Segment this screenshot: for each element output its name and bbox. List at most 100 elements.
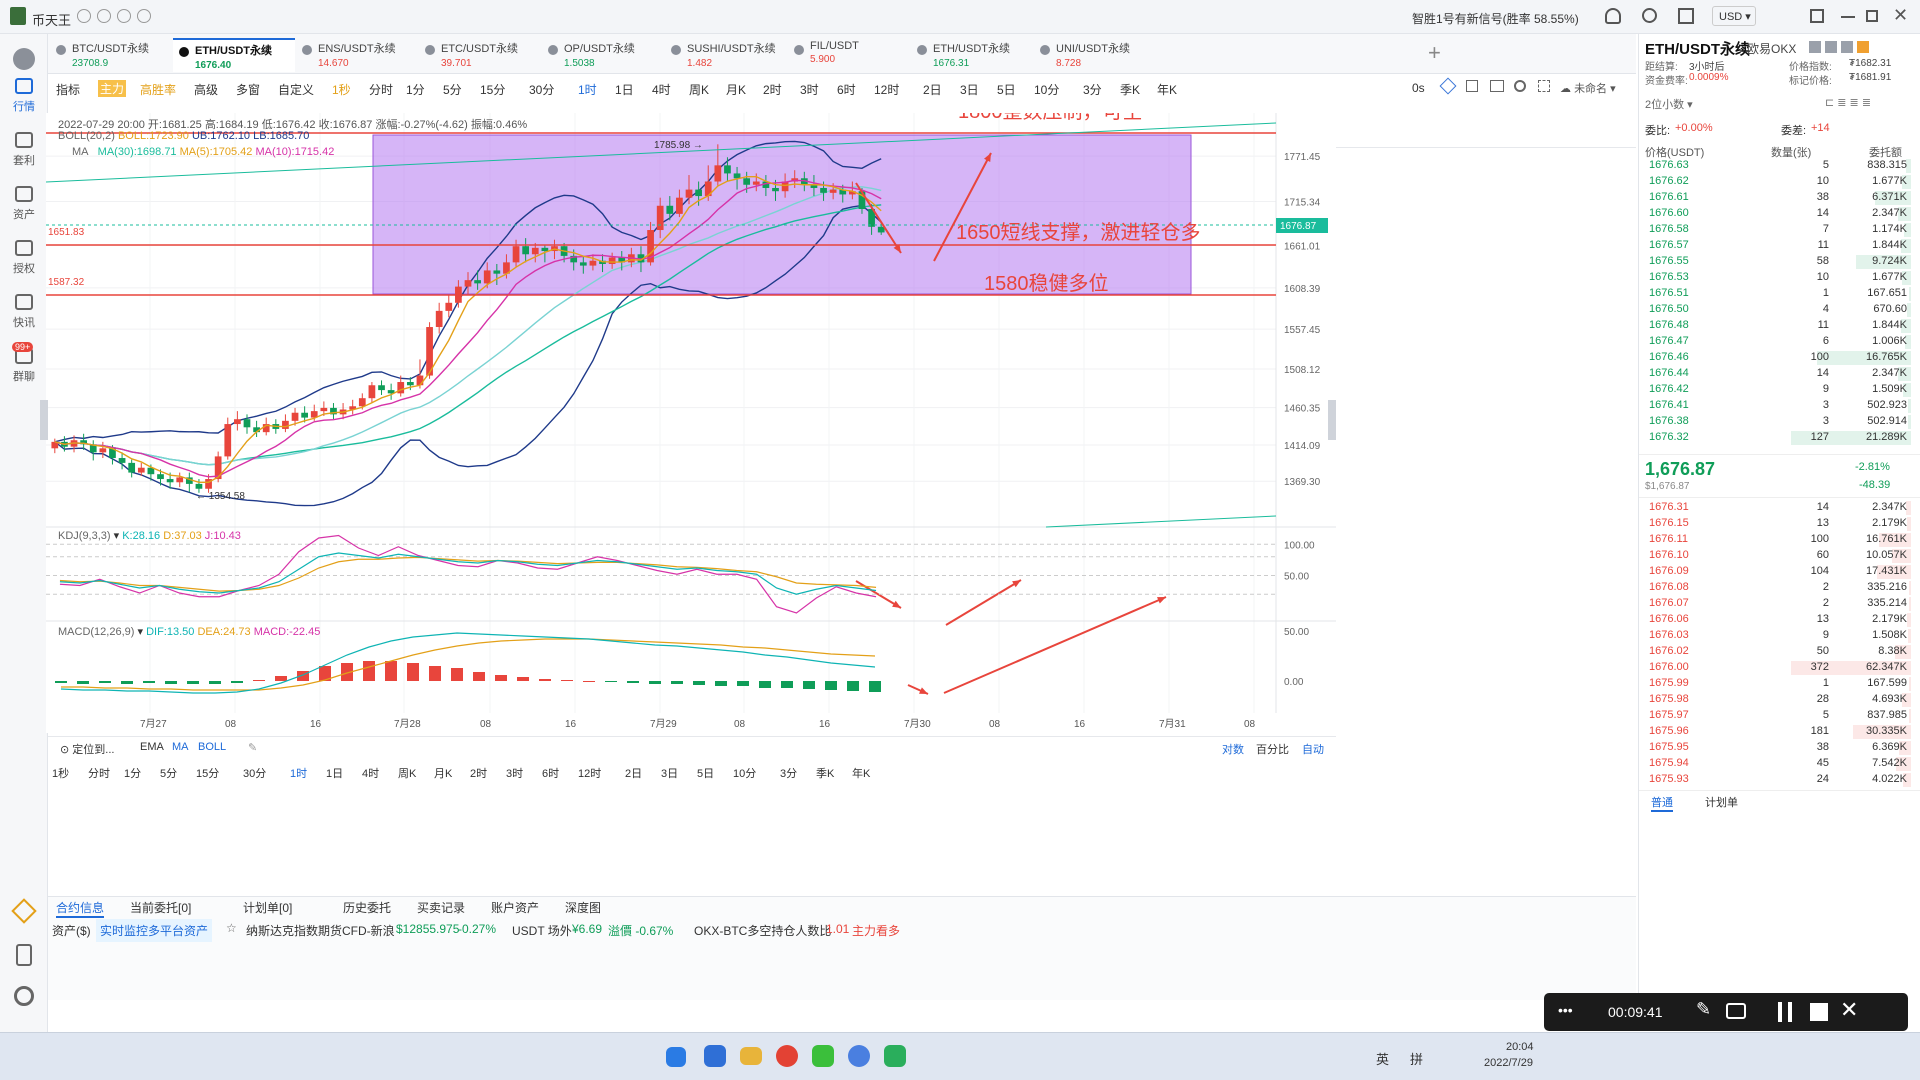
star-icon[interactable]: ☆ (226, 921, 237, 935)
tf2-10[interactable]: 月K (434, 768, 453, 780)
recorder-camera-icon[interactable] (1726, 1003, 1746, 1019)
clock-icon[interactable] (137, 9, 151, 23)
settings-icon[interactable] (14, 986, 34, 1006)
monitor-button[interactable]: 实时监控多平台资产 (96, 919, 213, 942)
ime-english[interactable]: 英 (1376, 1052, 1390, 1067)
tab-1[interactable]: ETH/USDT永续 1676.40 (173, 38, 295, 72)
camera-icon[interactable] (1490, 80, 1504, 92)
tf2-7[interactable]: 1日 (326, 768, 344, 780)
ob-tab-plan[interactable]: 计划单 (1705, 797, 1738, 809)
ob-view-icons[interactable]: ⊏ ≣ ≣ ≣ (1825, 97, 1872, 109)
tf2-8[interactable]: 4时 (362, 768, 380, 780)
sidebar-label-2[interactable]: 资产 (13, 209, 35, 221)
folder-icon[interactable] (740, 1047, 762, 1065)
tab-8[interactable]: UNI/USDT永续 8.728 (1034, 38, 1156, 72)
tf2-3[interactable]: 5分 (160, 768, 178, 780)
tf2-2[interactable]: 1分 (124, 768, 142, 780)
ema-toggle[interactable]: EMA (140, 741, 164, 753)
tab-0[interactable]: BTC/USDT永续 23708.9 (50, 38, 172, 72)
tf2-0[interactable]: 1秒 (52, 768, 70, 780)
tf2-18[interactable]: 10分 (733, 768, 757, 780)
ob-asks-row[interactable]: 1676.61 38 6.371K (1639, 190, 1913, 206)
tf2-6[interactable]: 1时 (290, 768, 308, 780)
tf2-21[interactable]: 年K (852, 768, 871, 780)
wechat-icon[interactable] (812, 1045, 834, 1067)
close-icon[interactable]: ✕ (1893, 5, 1909, 25)
tf-8[interactable]: 1分 (406, 83, 425, 97)
news-icon[interactable] (15, 294, 33, 310)
add-tab-button[interactable]: + (1428, 40, 1441, 65)
tf2-16[interactable]: 3日 (661, 768, 679, 780)
tf-16[interactable]: 月K (726, 83, 747, 97)
ob-bids-row[interactable]: 1676.15 13 2.179K (1639, 516, 1913, 532)
ob-bids-row[interactable]: 1676.02 50 8.38K (1639, 644, 1913, 660)
auto-scale-button[interactable]: 自动 (1302, 744, 1324, 756)
diamond-icon[interactable] (11, 898, 37, 924)
crop-icon[interactable] (1466, 80, 1478, 92)
bottom-tab-5[interactable]: 账户资产 (491, 901, 540, 915)
globe-icon[interactable] (13, 48, 35, 70)
ob-bids-row[interactable]: 1675.95 38 6.369K (1639, 740, 1913, 756)
minimize-icon[interactable] (1841, 16, 1855, 18)
ob-asks-row[interactable]: 1676.48 11 1.844K (1639, 318, 1913, 334)
tf-22[interactable]: 3日 (960, 83, 979, 97)
ob-asks-row[interactable]: 1676.47 6 1.006K (1639, 334, 1913, 350)
ob-bids-row[interactable]: 1675.96 181 30.335K (1639, 724, 1913, 740)
tf-20[interactable]: 12时 (874, 83, 900, 97)
chrome-icon[interactable] (776, 1045, 798, 1067)
ob-asks-row[interactable]: 1676.41 3 502.923 (1639, 398, 1913, 414)
ob-bids-row[interactable]: 1675.94 45 7.542K (1639, 756, 1913, 772)
recorder-stop-icon[interactable] (1810, 1003, 1828, 1021)
recorder-pen-icon[interactable]: ✎ (1696, 999, 1712, 1019)
tf-5[interactable]: 自定义 (278, 83, 315, 97)
export-icon[interactable] (1810, 9, 1824, 23)
sidebar-label-0[interactable]: 行情 (13, 101, 35, 113)
tf2-20[interactable]: 季K (816, 768, 835, 780)
ob-asks-row[interactable]: 1676.53 10 1.677K (1639, 270, 1913, 286)
tf-27[interactable]: 年K (1157, 83, 1178, 97)
tf-24[interactable]: 10分 (1034, 83, 1060, 97)
ob-bids-row[interactable]: 1676.09 104 17.431K (1639, 564, 1913, 580)
bottom-tab-6[interactable]: 深度图 (565, 901, 602, 915)
signal-text[interactable]: 智胜1号有新信号(胜率 58.55%) (1412, 12, 1579, 26)
currency-select[interactable]: USD ▾ (1712, 6, 1756, 26)
ob-icon-3[interactable] (1841, 41, 1853, 53)
bottom-tab-2[interactable]: 计划单[0] (243, 901, 293, 915)
recorder-menu-icon[interactable]: ••• (1558, 1002, 1573, 1018)
asset-icon[interactable] (15, 186, 33, 202)
tf-11[interactable]: 30分 (529, 83, 555, 97)
ime-pinyin[interactable]: 拼 (1410, 1052, 1424, 1067)
sidebar-label-1[interactable]: 套利 (13, 155, 35, 167)
fullscreen-icon[interactable] (1538, 80, 1550, 92)
windows-start-icon[interactable] (666, 1047, 686, 1067)
ob-asks-row[interactable]: 1676.63 5 838.315 (1639, 158, 1913, 174)
ob-bids-row[interactable]: 1675.93 24 4.022K (1639, 772, 1913, 788)
tf-26[interactable]: 季K (1120, 83, 1141, 97)
arbitrage-icon[interactable] (15, 132, 33, 148)
layout-select[interactable]: ☁ 未命名 ▾ (1560, 83, 1616, 95)
tab-2[interactable]: ENS/USDT永续 14.670 (296, 38, 418, 72)
bottom-tab-0[interactable]: 合约信息 (56, 899, 105, 918)
tf-2[interactable]: 高胜率 (140, 83, 177, 97)
tf-21[interactable]: 2日 (923, 83, 942, 97)
sidebar-label-5[interactable]: 群聊 (13, 371, 35, 383)
boll-toggle[interactable]: BOLL (198, 741, 227, 753)
ob-icon-2[interactable] (1825, 41, 1837, 53)
decimals-select[interactable]: 2位小数 ▾ (1645, 99, 1693, 111)
tf-0[interactable]: 指标 (56, 83, 81, 97)
tf-6[interactable]: 1秒 (332, 83, 351, 97)
tab-7[interactable]: ETH/USDT永续 1676.31 (911, 38, 1033, 72)
tf2-12[interactable]: 3时 (506, 768, 524, 780)
ob-tab-normal[interactable]: 普通 (1651, 794, 1673, 812)
ob-bids-row[interactable]: 1676.31 14 2.347K (1639, 500, 1913, 516)
ma-toggle[interactable]: MA (172, 741, 189, 753)
tf2-5[interactable]: 30分 (243, 768, 267, 780)
market-icon[interactable] (15, 78, 33, 94)
tf-9[interactable]: 5分 (443, 83, 462, 97)
auth-icon[interactable] (15, 240, 33, 256)
tf-7[interactable]: 分时 (369, 83, 394, 97)
ob-asks-row[interactable]: 1676.55 58 9.724K (1639, 254, 1913, 270)
ob-asks-row[interactable]: 1676.57 11 1.844K (1639, 238, 1913, 254)
sidebar-label-4[interactable]: 快讯 (13, 317, 35, 329)
edit-indicators-icon[interactable]: ✎ (248, 742, 258, 754)
